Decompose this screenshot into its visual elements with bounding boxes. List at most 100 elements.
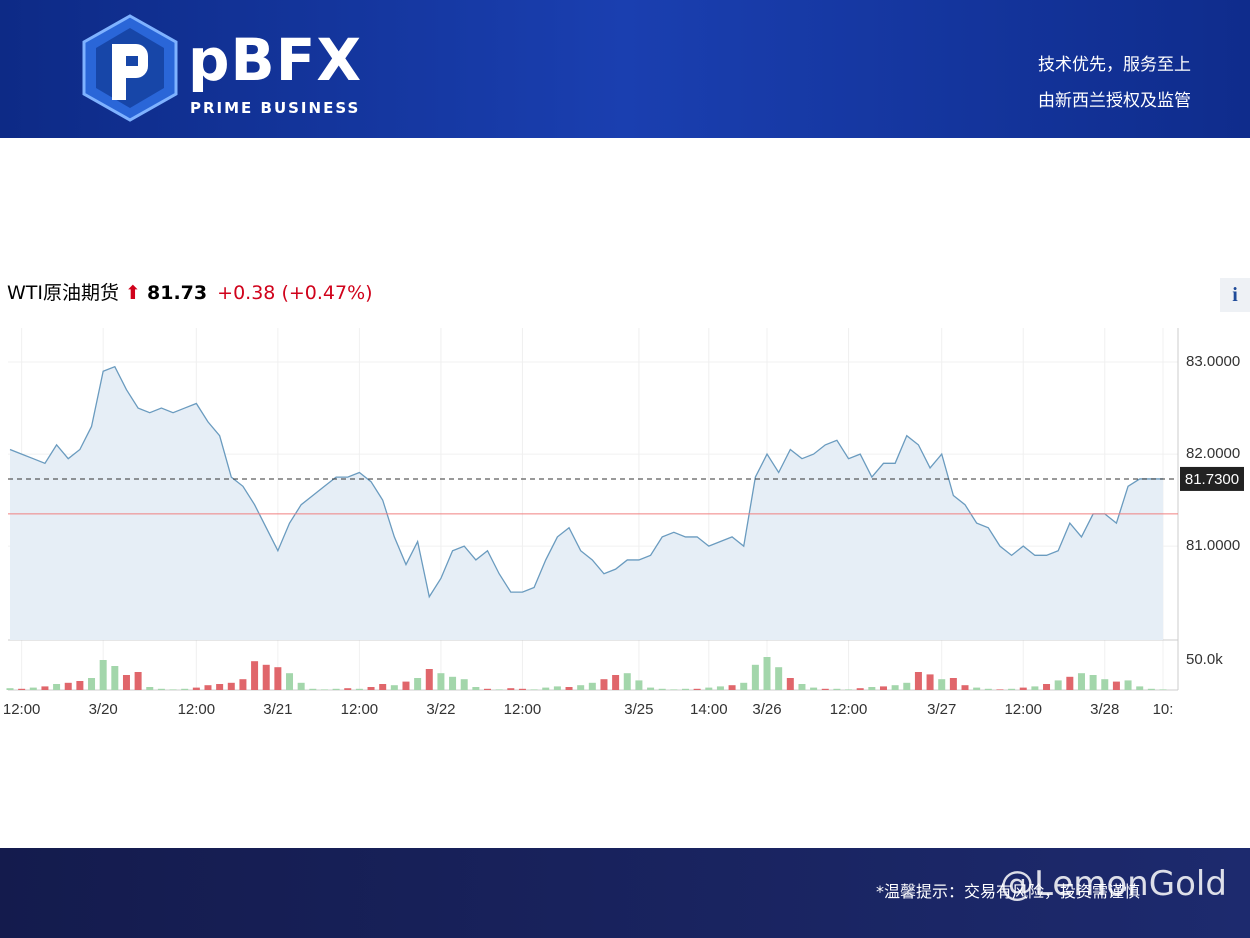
- volume-bar: [600, 679, 608, 690]
- volume-bar: [1019, 687, 1027, 690]
- volume-bar: [204, 685, 212, 690]
- volume-bar: [134, 672, 142, 690]
- volume-bar: [251, 661, 259, 690]
- up-arrow: ⬆: [125, 282, 141, 304]
- footer: *温馨提示：交易有风险，投资需谨慎 @LemonGold: [0, 848, 1250, 938]
- last-price-box: [1180, 466, 1244, 491]
- volume-bar: [763, 657, 771, 690]
- volume-bar: [949, 678, 957, 690]
- last-price-label: 81.7300: [1185, 471, 1239, 488]
- chart: 12:00 3/20 12:00 3/21 12:00 3/22 12:00 3/25 14:0…: [3, 328, 1244, 718]
- volume-bar: [29, 687, 37, 690]
- volume-bar: [903, 682, 911, 690]
- volume-bar: [6, 688, 14, 690]
- volume-bar: [286, 673, 294, 690]
- volume-bar: [122, 675, 130, 690]
- volume-bar: [530, 689, 538, 690]
- volume-bar: [239, 679, 247, 690]
- volume-bar: [1031, 686, 1039, 690]
- volume-bar: [402, 681, 410, 690]
- volume-bar: [1043, 684, 1051, 690]
- volume-bar: [693, 688, 701, 690]
- volume-bar: [938, 679, 946, 690]
- area: [10, 366, 1163, 640]
- quote: WTI原油期货 ⬆ 81.73 +0.38 (+0.47%): [7, 278, 373, 305]
- volume-bar: [658, 688, 666, 690]
- quote-change: +0.38: [217, 282, 276, 304]
- volume-bar: [320, 689, 328, 690]
- brand-sub: PRIME BUSINESS: [190, 99, 361, 117]
- logo-icon: [82, 14, 178, 122]
- volume-bar: [169, 689, 177, 690]
- volume-bar: [146, 687, 154, 690]
- volume-bar: [1089, 675, 1097, 690]
- slogan: 由新西兰授权及监管: [1038, 91, 1191, 111]
- volume-bar: [518, 688, 526, 690]
- volume-bar: [1159, 689, 1167, 690]
- volume-bar: [728, 685, 736, 690]
- volume-bar: [414, 678, 422, 690]
- volume-bar: [379, 684, 387, 690]
- volume-bar: [53, 684, 61, 690]
- volume-bar: [99, 660, 107, 690]
- volume-bar: [635, 680, 643, 690]
- volume-bar: [647, 687, 655, 690]
- notice: *温馨提示：交易有风险，投资需谨慎: [876, 882, 1141, 901]
- volume-bar: [891, 685, 899, 690]
- info-button[interactable]: i: [1220, 278, 1250, 312]
- volume-bar: [157, 688, 165, 690]
- volume-bar: [1054, 680, 1062, 690]
- volume-bar: [740, 682, 748, 690]
- volume-bar: [612, 675, 620, 690]
- volume-bar: [192, 687, 200, 690]
- volume-bar: [879, 686, 887, 690]
- volume-bar: [1136, 686, 1144, 690]
- volume-bar: [833, 688, 841, 690]
- volume-bar: [76, 681, 84, 690]
- volume-bar: [437, 673, 445, 690]
- volume-bar: [961, 685, 969, 690]
- x-tick-label: 10:: [1153, 701, 1174, 718]
- x-tick-label: 3/26: [752, 701, 781, 718]
- volume-bar: [973, 687, 981, 690]
- volume-bar: [297, 682, 305, 690]
- x-tick-label: 12:00: [178, 701, 216, 718]
- volume-bar: [810, 687, 818, 690]
- volume-bar: [332, 688, 340, 690]
- x-tick-label: 3/22: [426, 701, 455, 718]
- volume-bar: [460, 679, 468, 690]
- y-tick-label: 50.0k: [1186, 651, 1223, 668]
- header: pBFX PRIME BUSINESS 技术优先，服务至上 由新西兰授权及监管: [0, 0, 1250, 138]
- volume-bar: [18, 688, 26, 690]
- volume-bar: [716, 686, 724, 690]
- slogan: 技术优先，服务至上: [1038, 55, 1191, 75]
- volume-bar: [111, 666, 119, 690]
- volume-bar: [41, 686, 49, 690]
- watermark: @LemonGold: [1000, 864, 1227, 904]
- volume-bar: [996, 689, 1004, 690]
- volume-bar: [309, 688, 317, 690]
- volume-bar: [495, 689, 503, 690]
- volume-bar: [472, 687, 480, 690]
- volume-bar: [553, 686, 561, 690]
- volume-bar: [798, 684, 806, 690]
- volume-bar: [751, 664, 759, 690]
- volume-bar: [542, 687, 550, 690]
- volume-bar: [227, 682, 235, 690]
- quote-price: 81.73: [147, 282, 208, 304]
- volume-bar: [1147, 688, 1155, 690]
- x-tick-label: 12:00: [504, 701, 542, 718]
- volume-bar: [565, 687, 573, 690]
- volume-bar: [856, 688, 864, 690]
- volume-bar: [623, 673, 631, 690]
- volume-bar: [449, 676, 457, 690]
- x-tick-label: 3/28: [1090, 701, 1119, 718]
- volume-bar: [914, 672, 922, 690]
- volume-bar: [1066, 676, 1074, 690]
- y-tick-label: 81.0000: [1186, 537, 1240, 554]
- quote-change-pct: (+0.47%): [281, 282, 373, 304]
- y-tick-label: 83.0000: [1186, 353, 1240, 370]
- x-tick-label: 3/20: [89, 701, 118, 718]
- volume-bar: [705, 687, 713, 690]
- volume-bar: [821, 688, 829, 690]
